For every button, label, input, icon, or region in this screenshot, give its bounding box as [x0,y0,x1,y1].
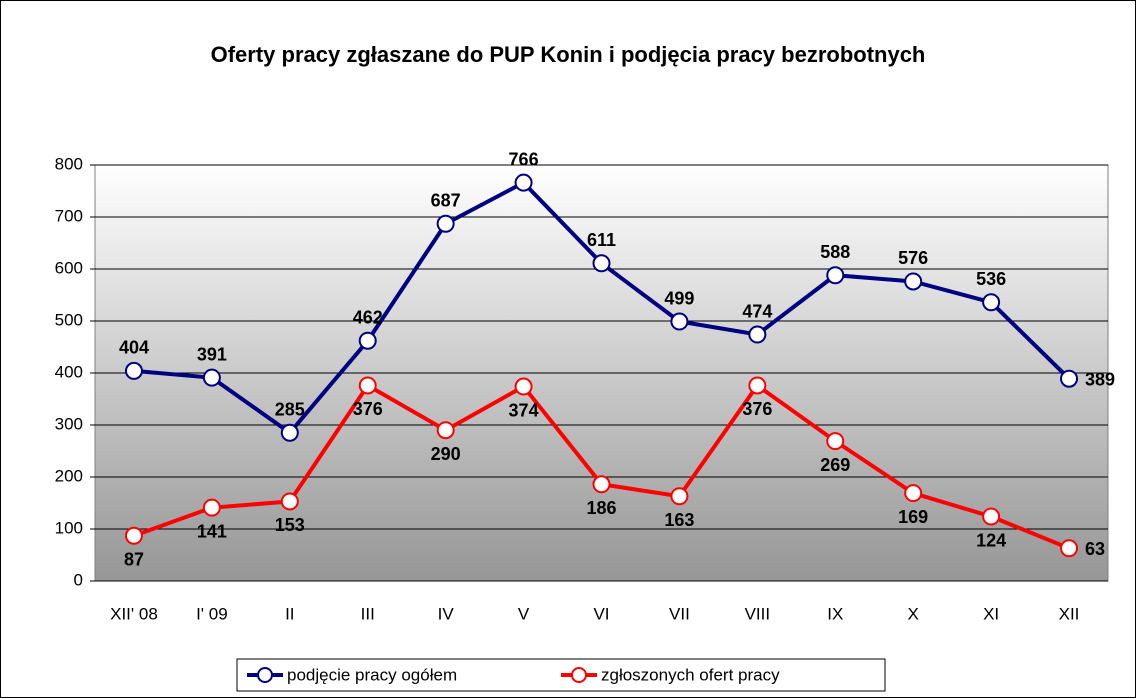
data-label: 389 [1085,369,1115,389]
data-label: 87 [124,550,144,570]
data-label: 63 [1085,539,1105,559]
marker [124,361,143,380]
legend-label: zgłoszonych ofert pracy [601,665,780,684]
marker [1060,369,1079,388]
data-label: 269 [820,455,850,475]
data-label: 374 [509,400,539,420]
data-label: 186 [586,498,616,518]
data-label: 588 [820,242,850,262]
marker [436,421,455,440]
y-tick-label: 800 [55,154,83,173]
y-tick-label: 200 [55,466,83,485]
marker [202,368,221,387]
data-label: 687 [431,191,461,211]
y-tick-label: 300 [55,414,83,433]
legend-marker [571,667,587,683]
data-label: 536 [976,269,1006,289]
marker [358,376,377,395]
data-label: 153 [275,515,305,535]
x-tick-label: XI [983,604,999,623]
y-tick-label: 500 [55,310,83,329]
marker [514,377,533,396]
marker [826,432,845,451]
x-tick-label: X [908,604,919,623]
legend-marker [257,667,273,683]
data-label: 611 [587,230,616,250]
x-tick-label: XII [1059,604,1080,623]
marker [670,487,689,506]
legend-label: podjęcie pracy ogółem [287,665,457,684]
data-label: 163 [664,510,694,530]
y-tick-label: 400 [55,362,83,381]
data-label: 474 [742,301,772,321]
marker [904,272,923,291]
data-label: 499 [664,288,694,308]
x-tick-label: IV [438,604,455,623]
data-label: 141 [197,521,227,541]
marker [904,484,923,503]
marker [592,254,611,273]
x-tick-label: VIII [745,604,771,623]
data-label: 124 [976,530,1006,550]
x-tick-label: V [518,604,530,623]
marker [514,173,533,192]
chart-title: Oferty pracy zgłaszane do PUP Konin i po… [210,42,926,67]
x-tick-label: II [285,604,294,623]
marker [592,475,611,494]
data-label: 766 [509,149,539,169]
marker [1060,539,1079,558]
marker [748,376,767,395]
x-tick-label: VII [669,604,690,623]
data-label: 391 [197,344,227,364]
data-label: 285 [275,400,305,420]
x-tick-label: XII' 08 [110,604,158,623]
data-label: 376 [353,399,383,419]
data-label: 576 [898,248,928,268]
marker [748,325,767,344]
marker [982,507,1001,526]
marker [436,214,455,233]
data-label: 290 [431,444,461,464]
y-tick-label: 700 [55,206,83,225]
marker [982,293,1001,312]
x-tick-label: I' 09 [196,604,228,623]
x-tick-label: VI [593,604,609,623]
marker [124,526,143,545]
data-label: 169 [898,507,928,527]
x-tick-label: III [361,604,375,623]
marker [670,312,689,331]
x-tick-label: IX [827,604,843,623]
data-label: 404 [119,338,149,358]
marker [358,331,377,350]
marker [280,423,299,442]
y-tick-label: 0 [74,570,83,589]
y-tick-label: 100 [55,518,83,537]
data-label: 376 [742,399,772,419]
marker [826,266,845,285]
data-label: 462 [353,308,383,328]
marker [280,492,299,511]
marker [202,498,221,517]
y-tick-label: 600 [55,258,83,277]
